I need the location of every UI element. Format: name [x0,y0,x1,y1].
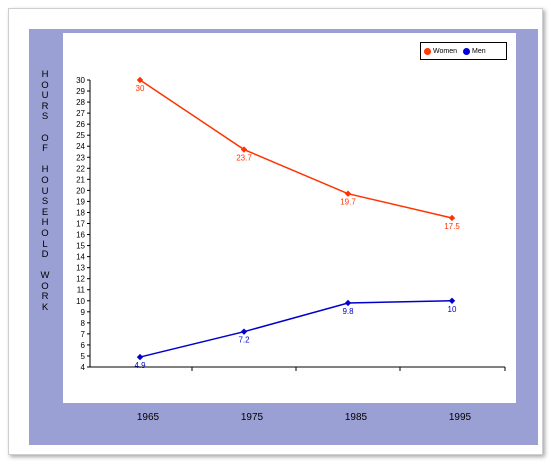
data-point-men-1985 [344,299,352,307]
legend-entry-women: Women [424,47,457,55]
data-label-women-1985: 19.7 [340,198,356,207]
y-tick-label-4: 4 [81,363,86,372]
y-tick-label-10: 10 [76,297,85,306]
y-tick-label-6: 6 [81,341,86,350]
x-tick-label-1995: 1995 [449,412,472,423]
data-label-men-1995: 10 [448,305,457,314]
y-tick-label-5: 5 [81,352,86,361]
y-tick-label-29: 29 [76,87,85,96]
y-tick-label-9: 9 [81,308,86,317]
y-tick-label-23: 23 [76,153,85,162]
data-label-men-1965: 4.9 [134,361,146,370]
data-point-women-1985 [344,190,352,197]
chart-legend: Women Men [420,42,507,60]
y-tick-label-24: 24 [76,142,85,151]
y-tick-label-21: 21 [76,175,85,184]
y-tick-label-20: 20 [76,186,85,195]
data-point-women-1975 [240,146,248,153]
y-axis-label: H O U R S O F H O U S E H O L D W O R K [40,69,50,314]
data-label-men-1985: 9.8 [342,307,354,316]
y-tick-label-27: 27 [76,109,85,118]
legend-swatch-women [424,47,431,55]
y-tick-label-16: 16 [76,231,85,240]
data-label-women-1995: 17.5 [444,222,460,231]
x-tick-label-1975: 1975 [241,412,264,423]
data-point-men-1975 [240,328,248,335]
legend-label-men: Men [472,47,486,55]
data-label-women-1965: 30 [136,84,145,93]
y-tick-label-30: 30 [76,76,85,85]
y-tick-label-19: 19 [76,197,85,206]
y-tick-label-12: 12 [76,275,85,284]
y-tick-label-13: 13 [76,264,85,273]
y-tick-label-28: 28 [76,98,85,107]
x-tick-label-1985: 1985 [345,412,368,423]
data-point-women-1965 [136,76,144,84]
series-line-men [139,300,453,358]
y-tick-label-15: 15 [76,242,85,251]
x-tick-label-1965: 1965 [137,412,160,423]
y-tick-label-11: 11 [77,286,86,295]
y-tick-label-18: 18 [76,208,85,217]
data-label-women-1975: 23.7 [236,154,252,163]
data-point-women-1995 [448,214,456,222]
data-point-men-1995 [448,297,456,304]
legend-label-women: Women [433,47,457,55]
y-tick-label-7: 7 [81,330,86,339]
y-tick-label-25: 25 [76,131,85,140]
series-line-women [139,79,453,219]
y-tick-label-17: 17 [76,220,85,229]
y-tick-label-22: 22 [76,164,85,173]
y-tick-label-8: 8 [81,319,86,328]
plot-area [63,33,516,403]
y-tick-label-26: 26 [76,120,85,129]
y-tick-label-14: 14 [76,253,85,262]
legend-entry-men: Men [463,47,486,55]
data-label-men-1975: 7.2 [238,336,250,345]
legend-swatch-men [463,47,470,55]
data-point-men-1965 [136,353,144,361]
